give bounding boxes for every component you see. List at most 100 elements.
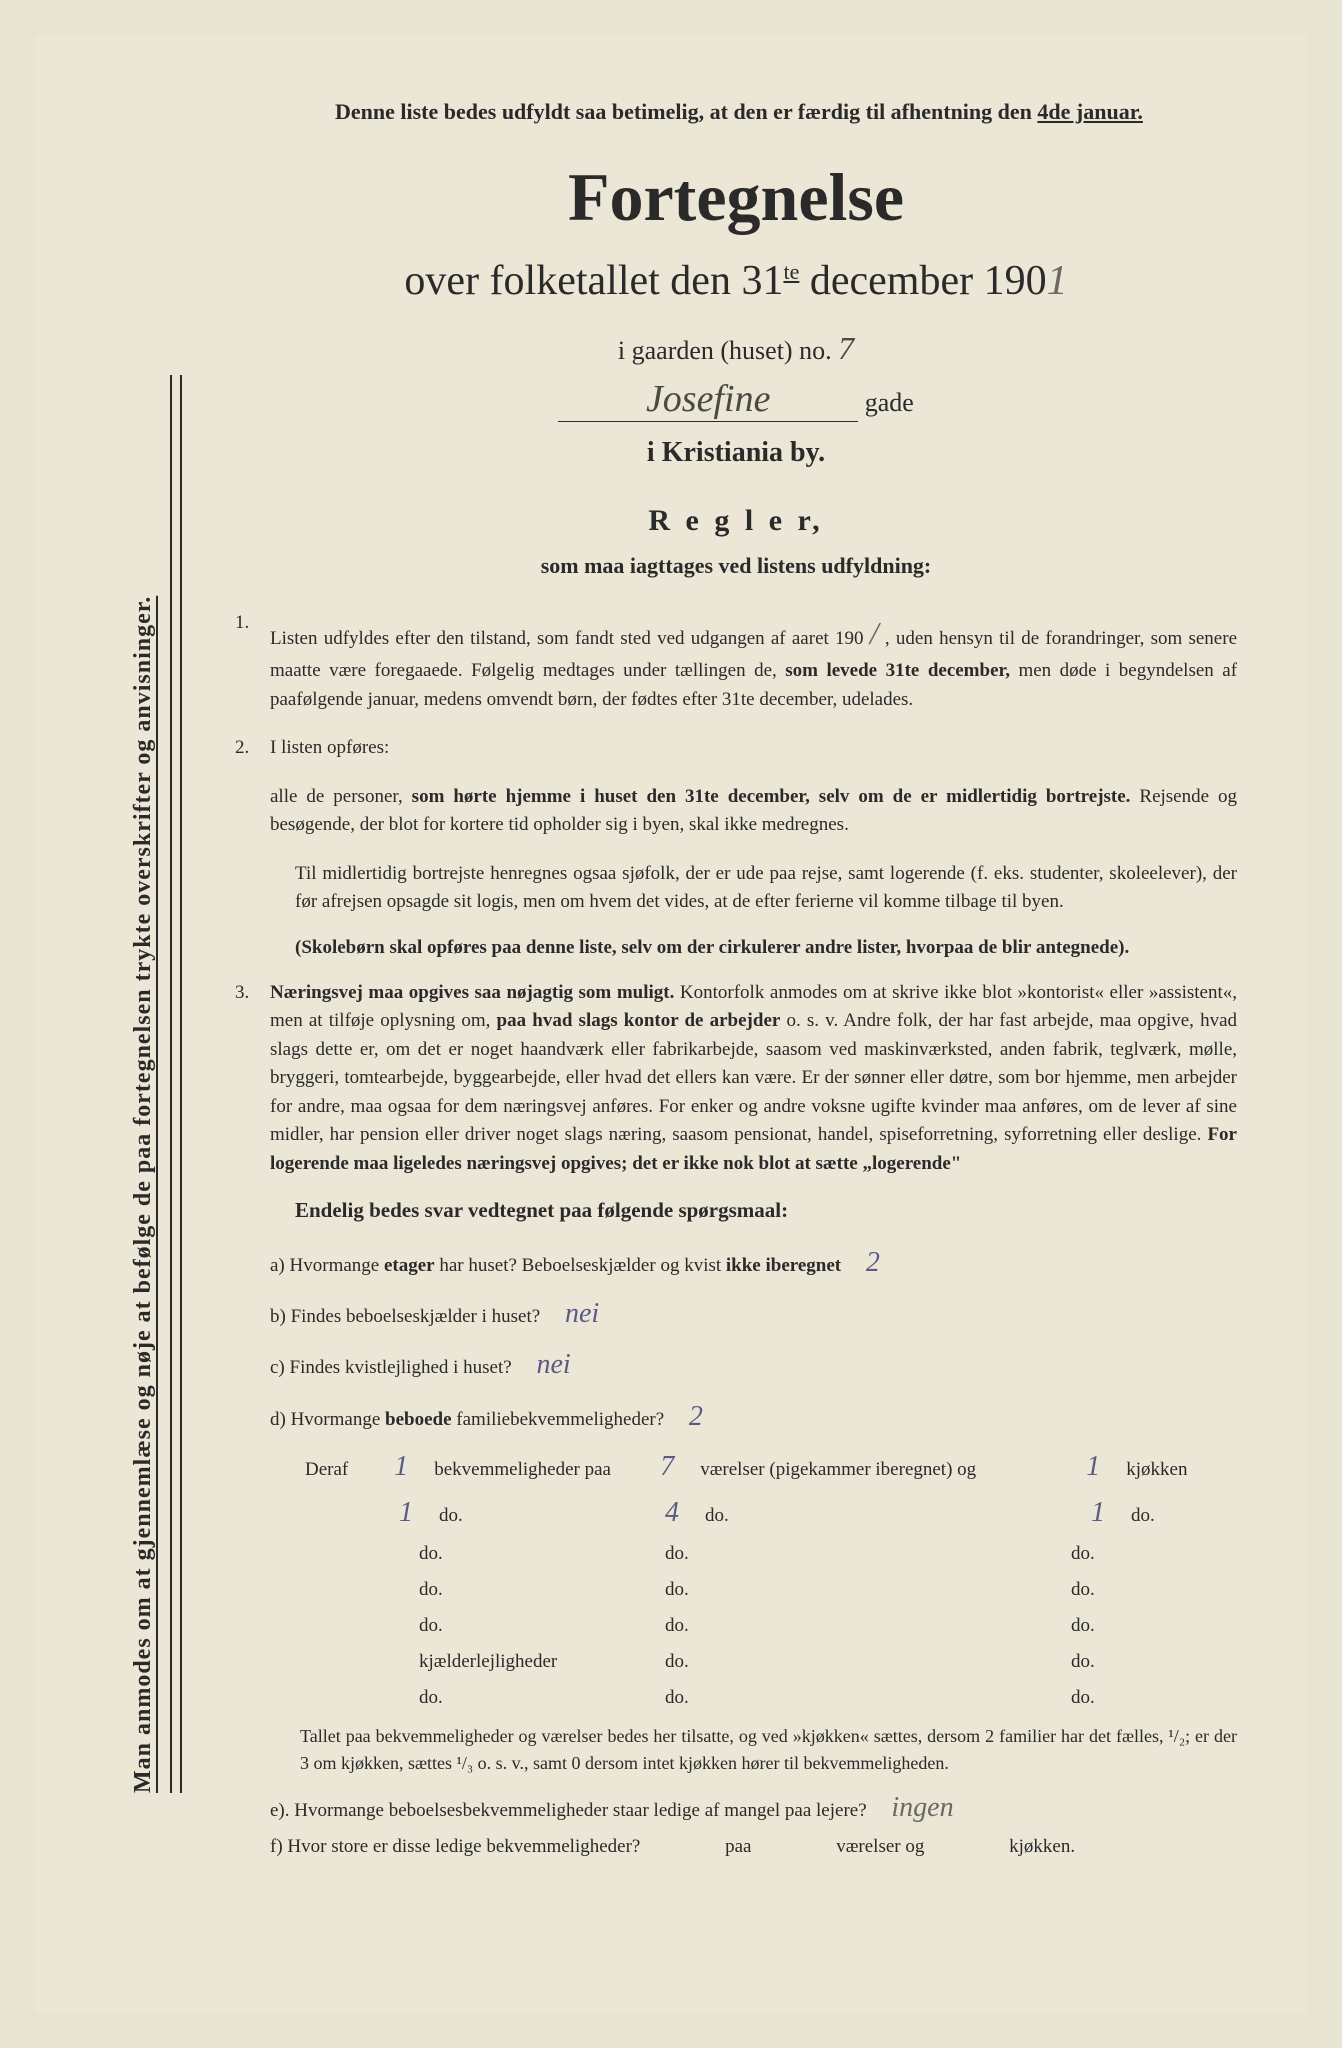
do-1: do. (439, 1505, 619, 1527)
notice-date: 4de januar. (1037, 99, 1143, 124)
deraf-label: Deraf (305, 1459, 348, 1481)
do-11: do. (665, 1615, 1005, 1637)
do-17: do. (1071, 1687, 1095, 1709)
do-3: do. (1131, 1505, 1155, 1527)
qe-label: e). (270, 1800, 290, 1821)
sub-title: over folketallet den 31te december 1901 (235, 257, 1237, 305)
questions-title: Endelig bedes svar vedtegnet paa følgend… (295, 1198, 1237, 1223)
sidebar-vertical-text: Man anmodes om at gjennemlæse og nøje at… (130, 375, 160, 1793)
rule-2-para: Til midlertidig bortrejste henregnes ogs… (295, 860, 1237, 917)
rule-3-num: 3. (235, 979, 249, 1008)
rule-2-text: I listen opføres: (270, 737, 389, 758)
qf-kjok: kjøkken. (1009, 1836, 1075, 1857)
question-c: c) Findes kvistlejlighed i huset? nei (270, 1345, 1237, 1384)
qd-answer: 2 (689, 1401, 703, 1432)
house-number: 7 (838, 330, 854, 366)
table-row-4: do. do. do. (305, 1579, 1237, 1601)
qb-label: b) (270, 1306, 286, 1327)
r1c1: 1 (376, 1451, 426, 1483)
street-name: Josefine (646, 378, 771, 420)
do-12: do. (1071, 1615, 1095, 1637)
table-row-3: do. do. do. (305, 1543, 1237, 1565)
sup-te: te (783, 259, 799, 284)
do-7: do. (419, 1579, 599, 1601)
rule-2: 2. I listen opføres: (235, 734, 1237, 763)
rule-3: 3. Næringsvej maa opgives saa nøjagtig s… (235, 979, 1237, 1179)
rule-1-text: Listen udfyldes efter den tilstand, som … (270, 628, 864, 649)
gade-label: gade (865, 388, 914, 417)
qa-bold: etager (384, 1255, 435, 1276)
kjok-label: kjøkken (1126, 1459, 1187, 1481)
document-page: Man anmodes om at gjennemlæse og nøje at… (35, 35, 1307, 2013)
question-b: b) Findes beboelseskjælder i huset? nei (270, 1294, 1237, 1333)
gaard-line: i gaarden (huset) no. 7 (235, 330, 1237, 367)
rule-2-bold: som hørte hjemme i huset den 31te decemb… (412, 786, 1131, 807)
qa-label: a) (270, 1255, 285, 1276)
street-line: Josefine gade (235, 377, 1237, 422)
do-4: do. (419, 1543, 599, 1565)
rule-2-num: 2. (235, 734, 249, 763)
qb-text: Findes beboelseskjælder i huset? (291, 1306, 541, 1327)
rule-2-sub: alle de personer, (270, 786, 403, 807)
rule-1-bold: som levede 31te december, (785, 660, 1010, 681)
qa-answer: 2 (866, 1247, 880, 1278)
do-16: do. (665, 1687, 1005, 1709)
do-14: do. (1071, 1651, 1095, 1673)
notice-text: Denne liste bedes udfyldt saa betimelig,… (335, 99, 1032, 124)
question-f: f) Hvor store er disse ledige bekvemmeli… (270, 1836, 1237, 1858)
table-row-5: do. do. do. (305, 1615, 1237, 1637)
do-10: do. (419, 1615, 599, 1637)
sub-prefix: over folketallet den 31 (404, 258, 783, 304)
table-area: Deraf 1 bekvemmeligheder paa 7 værelser … (305, 1451, 1237, 1709)
r2c1: 1 (381, 1497, 431, 1529)
year-written: 1 (1047, 258, 1068, 304)
qd-text: Hvormange (291, 1409, 381, 1430)
rule-2-cont: alle de personer, som hørte hjemme i hus… (235, 783, 1237, 840)
bekv-label: bekvemmeligheder paa (434, 1459, 614, 1481)
rule-3-bold2: paa hvad slags kontor de arbejder (497, 1010, 781, 1031)
do-8: do. (665, 1579, 1005, 1601)
rule-2-bold-para: (Skolebørn skal opføres paa denne liste,… (295, 937, 1237, 959)
rule-3-bold1: Næringsvej maa opgives saa nøjagtig som … (270, 982, 674, 1003)
qf-label: f) (270, 1836, 283, 1857)
main-content: Denne liste bedes udfyldt saa betimelig,… (235, 95, 1237, 1858)
do-9: do. (1071, 1579, 1095, 1601)
qf-text: Hvor store er disse ledige bekvemmelighe… (287, 1836, 640, 1857)
main-title: Fortegnelse (235, 158, 1237, 237)
sub-suffix: december 190 (810, 258, 1047, 304)
rule-1: 1. Listen udfyldes efter den tilstand, s… (235, 609, 1237, 714)
do-2: do. (705, 1505, 1045, 1527)
kjaelder-label: kjælderlejligheder (419, 1651, 599, 1673)
qa-bold2: ikke iberegnet (726, 1255, 841, 1276)
qf-paa: paa (725, 1836, 751, 1857)
qf-vaer: værelser og (836, 1836, 924, 1857)
qc-label: c) (270, 1357, 285, 1378)
qd-bold: beboede (385, 1409, 452, 1430)
r2c3: 1 (1073, 1497, 1123, 1529)
r2c2: 4 (647, 1497, 697, 1529)
rule-1-num: 1. (235, 609, 249, 638)
do-13: do. (665, 1651, 1005, 1673)
do-5: do. (665, 1543, 1005, 1565)
vertical-rule-left (170, 375, 172, 1793)
qd-label: d) (270, 1409, 286, 1430)
table-row-7: do. do. do. (305, 1687, 1237, 1709)
qe-text: Hvormange beboelsesbekvemmeligheder staa… (294, 1800, 866, 1821)
qd-text2: familiebekvemmeligheder? (456, 1409, 664, 1430)
do-6: do. (1071, 1543, 1095, 1565)
table-row-2: 1 do. 4 do. 1 do. (305, 1497, 1237, 1529)
r1c3: 1 (1068, 1451, 1118, 1483)
qa-text: Hvormange (290, 1255, 380, 1276)
table-row-1: Deraf 1 bekvemmeligheder paa 7 værelser … (305, 1451, 1237, 1483)
r1c2: 7 (642, 1451, 692, 1483)
question-a: a) Hvormange etager har huset? Beboelses… (270, 1243, 1237, 1282)
qa-text2: har huset? Beboelseskjælder og kvist (439, 1255, 721, 1276)
gaard-label: i gaarden (huset) no. (618, 336, 832, 365)
vertical-rule-right (180, 375, 182, 1793)
header-notice: Denne liste bedes udfyldt saa betimelig,… (335, 95, 1237, 128)
do-15: do. (419, 1687, 599, 1709)
regler-subtitle: som maa iagttages ved listens udfyldning… (235, 553, 1237, 579)
qb-answer: nei (565, 1298, 599, 1329)
footer-para: Tallet paa bekvemmeligheder og værelser … (300, 1723, 1237, 1777)
regler-title: R e g l e r, (235, 504, 1237, 538)
